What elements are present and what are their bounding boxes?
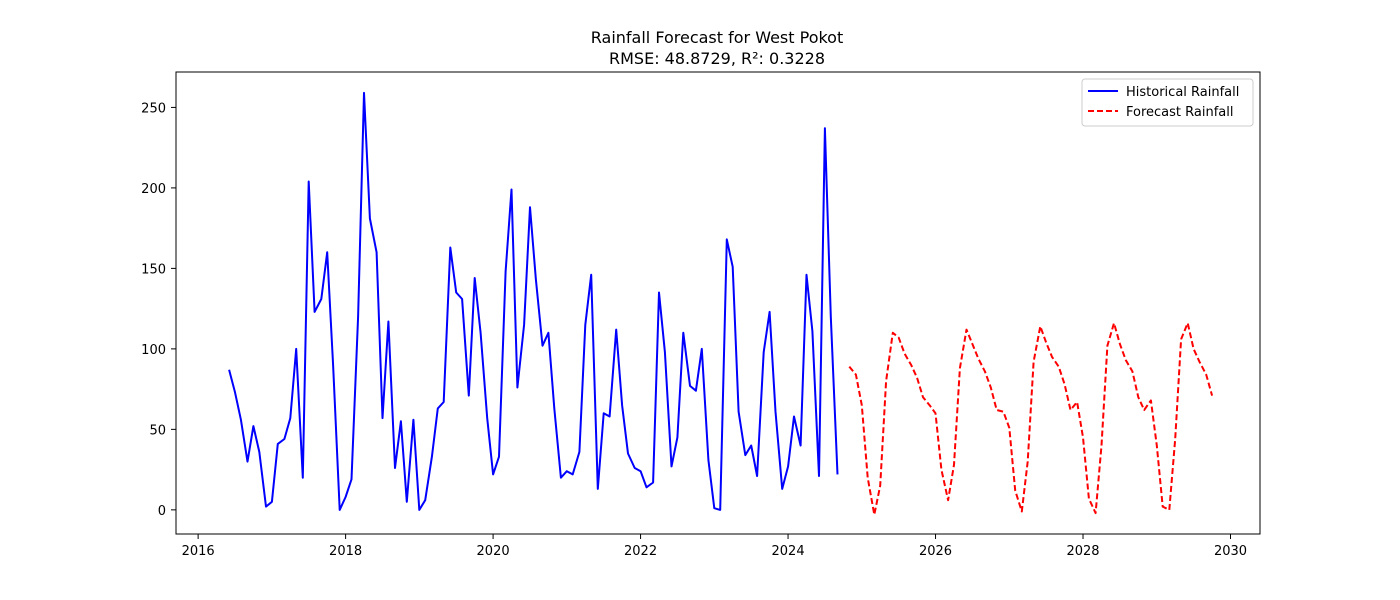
y-tick-label: 200 (141, 182, 166, 197)
plot-area-frame (175, 71, 1261, 535)
y-tick-label: 250 (141, 101, 166, 116)
legend-label-historical: Historical Rainfall (1126, 85, 1239, 100)
legend: Historical Rainfall Forecast Rainfall (1081, 78, 1254, 127)
x-tick-label: 2018 (329, 544, 362, 559)
legend-box (1081, 78, 1254, 127)
chart-subtitle: RMSE: 48.8729, R²: 0.3228 (609, 49, 825, 68)
x-tick-label: 2016 (182, 544, 215, 559)
y-axis: 0 50 100 150 200 250 (141, 101, 176, 519)
x-tick-label: 2022 (624, 544, 657, 559)
chart-title: Rainfall Forecast for West Pokot (591, 28, 844, 47)
y-tick-label: 100 (141, 343, 166, 358)
x-tick-label: 2024 (772, 544, 805, 559)
legend-label-forecast: Forecast Rainfall (1126, 105, 1233, 120)
y-tick-label: 0 (158, 504, 166, 519)
x-tick-label: 2026 (919, 544, 952, 559)
x-tick-label: 2030 (1214, 544, 1247, 559)
x-tick-label: 2028 (1066, 544, 1099, 559)
y-tick-label: 150 (141, 262, 166, 277)
series-layer (228, 91, 1214, 516)
y-tick-label: 50 (149, 423, 166, 438)
x-tick-label: 2020 (477, 544, 510, 559)
historical-rainfall-line (228, 91, 839, 511)
x-axis: 2016 2018 2020 2022 2024 2026 2028 2030 (182, 534, 1247, 559)
forecast-rainfall-line (848, 322, 1214, 516)
